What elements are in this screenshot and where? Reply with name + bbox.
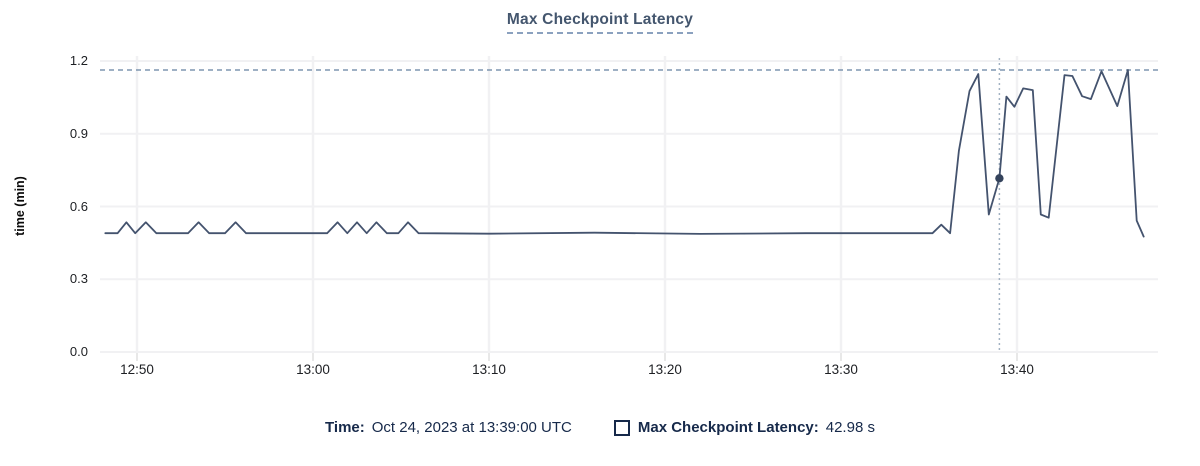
legend-time-label: Time: — [325, 419, 365, 436]
legend-series-checkbox-icon[interactable] — [613, 419, 630, 436]
y-tick-label: 0.6 — [69, 198, 88, 214]
x-tick-label: 13:20 — [648, 362, 682, 377]
legend: Time: Oct 24, 2023 at 13:39:00 UTC Max C… — [0, 419, 1200, 436]
line-chart-svg[interactable] — [0, 0, 1200, 400]
legend-series-label: Max Checkpoint Latency: — [637, 419, 819, 436]
legend-series-group: Max Checkpoint Latency: 42.98 s — [613, 419, 875, 436]
legend-time-group: Time: Oct 24, 2023 at 13:39:00 UTC — [325, 419, 572, 436]
x-tick-label: 13:00 — [296, 362, 330, 377]
chart-title[interactable]: Max Checkpoint Latency — [506, 11, 694, 34]
y-tick-label: 0.0 — [69, 344, 88, 359]
x-tick-label: 12:50 — [120, 362, 154, 377]
x-tick-label: 13:40 — [1000, 362, 1034, 377]
legend-series-value: 42.98 s — [825, 419, 875, 436]
highlighted-point — [995, 174, 1004, 183]
y-tick-label: 0.3 — [69, 271, 88, 287]
x-tick-label: 13:30 — [824, 362, 858, 377]
chart-header: Max Checkpoint Latency — [0, 11, 1200, 34]
latency-series-line — [104, 69, 1145, 238]
y-tick-label: 0.9 — [69, 125, 88, 141]
plot-area: time (min) 0.0 0.3 0.6 0.9 1.2 12:50 13:00 13:1… — [0, 0, 1200, 400]
x-tick-label: 13:10 — [472, 362, 506, 377]
legend-time-value: Oct 24, 2023 at 13:39:00 UTC — [371, 419, 572, 436]
y-tick-label: 1.2 — [69, 53, 88, 68]
